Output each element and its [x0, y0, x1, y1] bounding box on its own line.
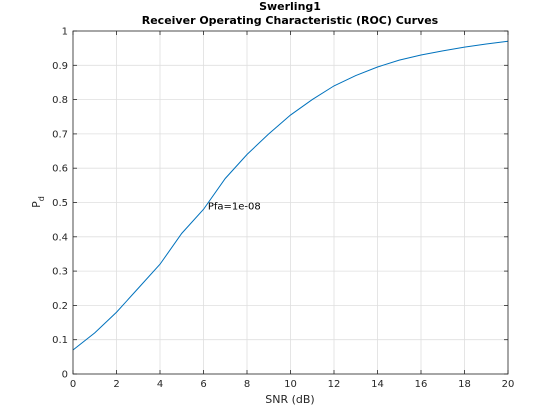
x-tick-label: 0 — [70, 379, 76, 390]
x-tick-label: 6 — [200, 379, 206, 390]
y-axis-label: Pd — [30, 196, 46, 208]
x-tick-label: 4 — [157, 379, 163, 390]
y-tick-label: 0 — [62, 370, 68, 381]
y-tick-label: 0.9 — [52, 61, 68, 72]
y-tick-label: 0.3 — [52, 267, 68, 278]
x-axis-label: SNR (dB) — [265, 393, 314, 406]
y-tick-label: 0.5 — [52, 198, 68, 209]
svg-text:Pd: Pd — [30, 196, 46, 208]
y-tick-label: 0.4 — [52, 232, 68, 243]
axis-ticks: 0 2 4 6 8 10 12 14 16 18 20 0 0.1 0.2 0.3 0.4 0.5 0.6 0.7 0… — [52, 27, 514, 391]
x-tick-label: 20 — [502, 379, 515, 390]
y-tick-label: 0.6 — [52, 164, 68, 175]
y-tick-label: 0.2 — [52, 301, 68, 312]
chart-title-line1: Swerling1 — [259, 0, 321, 13]
chart-title-line2: Receiver Operating Characteristic (ROC) … — [142, 14, 439, 27]
x-tick-label: 8 — [244, 379, 250, 390]
x-tick-label: 16 — [415, 379, 428, 390]
y-axis-label-main: P — [30, 201, 43, 208]
roc-curve-line — [72, 40, 509, 351]
annotation-layer: Pfa=1e-08 — [208, 201, 261, 212]
y-tick-label: 0.1 — [52, 335, 68, 346]
x-tick-label: 12 — [328, 379, 341, 390]
x-tick-label: 14 — [371, 379, 384, 390]
x-tick-label: 2 — [113, 379, 119, 390]
y-tick-label: 1 — [62, 27, 68, 38]
series-layer — [72, 40, 509, 351]
pfa-annotation: Pfa=1e-08 — [208, 201, 261, 212]
x-tick-label: 18 — [458, 379, 471, 390]
x-tick-label: 10 — [284, 379, 297, 390]
y-axis-label-subscript: d — [37, 196, 46, 201]
y-tick-label: 0.8 — [52, 95, 68, 106]
y-tick-label: 0.7 — [52, 129, 68, 140]
